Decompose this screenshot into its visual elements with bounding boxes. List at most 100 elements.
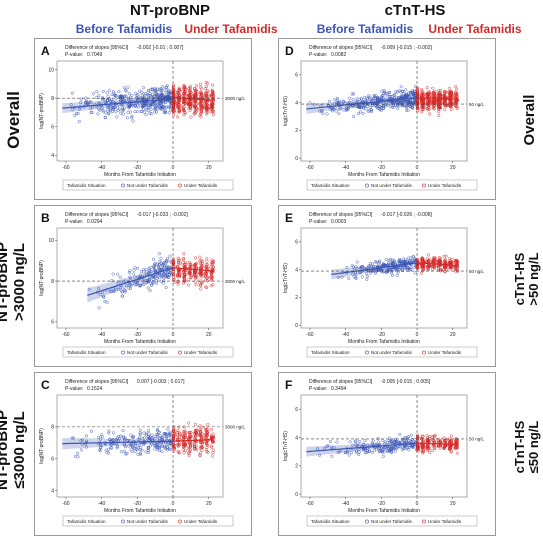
point-before	[389, 271, 393, 275]
row-label-text: Overall	[521, 94, 538, 146]
point-before	[373, 271, 377, 275]
point-before	[376, 262, 380, 266]
point-before	[121, 112, 125, 116]
point-under	[198, 271, 202, 275]
point-before	[138, 431, 142, 435]
point-under	[182, 85, 186, 89]
point-before	[150, 283, 154, 287]
point-before	[335, 440, 339, 444]
point-before	[389, 268, 393, 272]
point-before	[131, 435, 136, 439]
point-before	[354, 450, 358, 454]
point-under	[443, 258, 447, 262]
point-before	[107, 88, 111, 92]
y-tick-label: 4	[51, 153, 54, 159]
point-under	[449, 108, 453, 112]
point-under	[431, 435, 435, 439]
point-before	[107, 451, 111, 455]
point-under	[450, 90, 454, 94]
point-under	[171, 433, 175, 437]
point-before	[395, 445, 399, 449]
point-under	[188, 86, 192, 90]
point-before	[149, 112, 153, 116]
point-before	[408, 94, 412, 98]
point-under	[426, 436, 430, 440]
point-before	[135, 110, 139, 114]
diff-label: Difference of slopes [95%CI]	[65, 212, 129, 218]
point-before	[76, 455, 80, 459]
point-under	[205, 433, 209, 437]
point-before	[391, 105, 395, 109]
point-under	[198, 85, 203, 89]
point-before	[321, 111, 325, 116]
point-before	[129, 433, 133, 437]
diff-value: -0.005 [-0.015 ; 0.005]	[381, 379, 431, 385]
point-before	[117, 434, 121, 439]
point-before	[151, 103, 155, 107]
point-before	[117, 437, 121, 441]
point-before	[98, 292, 102, 296]
point-before	[138, 435, 142, 439]
point-under	[181, 257, 185, 261]
point-under	[420, 92, 424, 96]
x-tick-label: -20	[378, 165, 385, 171]
point-before	[136, 93, 140, 97]
point-under	[204, 441, 209, 445]
point-before	[163, 88, 167, 92]
point-before	[139, 441, 143, 445]
point-under	[416, 433, 420, 437]
point-under	[171, 259, 175, 263]
diff-value: -0.017 [-0.033 ; -0.002]	[137, 212, 188, 218]
point-before	[138, 452, 142, 456]
legend-item-before: Not under Tafamidis	[371, 183, 412, 188]
header-before-left: Before Tafamidis	[75, 22, 173, 36]
point-before	[401, 100, 405, 104]
point-under	[448, 438, 452, 442]
point-under	[431, 259, 435, 263]
point-before	[149, 107, 153, 111]
point-under	[443, 91, 447, 95]
point-before	[107, 112, 111, 116]
point-under	[193, 256, 198, 260]
point-under	[438, 268, 442, 272]
point-under	[171, 257, 175, 261]
point-before	[399, 94, 403, 98]
point-before	[140, 109, 144, 113]
point-before	[152, 267, 156, 271]
point-before	[404, 88, 408, 92]
point-before	[364, 272, 369, 276]
point-before	[317, 453, 322, 457]
legend-item-under: Under Tafamidis	[184, 519, 218, 524]
point-before	[98, 108, 102, 112]
x-tick-label: -20	[378, 332, 385, 338]
point-under	[177, 105, 181, 109]
point-before	[167, 92, 171, 96]
point-under	[182, 83, 186, 87]
point-before	[97, 101, 101, 105]
point-under	[181, 260, 185, 264]
point-before	[119, 289, 123, 293]
point-before	[368, 105, 372, 109]
x-tick-label: -60	[306, 501, 313, 507]
point-before	[101, 97, 105, 101]
point-before	[119, 285, 123, 289]
point-before	[116, 106, 120, 110]
point-before	[159, 256, 163, 260]
y-tick-label: 6	[295, 73, 298, 79]
point-before	[380, 448, 384, 452]
point-before	[155, 433, 159, 437]
point-under	[448, 267, 452, 271]
point-before	[132, 272, 136, 276]
point-before	[154, 91, 158, 95]
x-tick-label: -40	[342, 165, 349, 171]
point-under	[436, 102, 440, 106]
point-before	[156, 438, 160, 442]
point-under	[205, 434, 209, 438]
point-under	[200, 93, 204, 97]
point-before	[122, 86, 126, 90]
point-under	[178, 109, 182, 114]
point-before	[320, 109, 324, 113]
point-before	[79, 438, 83, 443]
point-under	[211, 448, 215, 452]
point-under	[209, 427, 213, 431]
